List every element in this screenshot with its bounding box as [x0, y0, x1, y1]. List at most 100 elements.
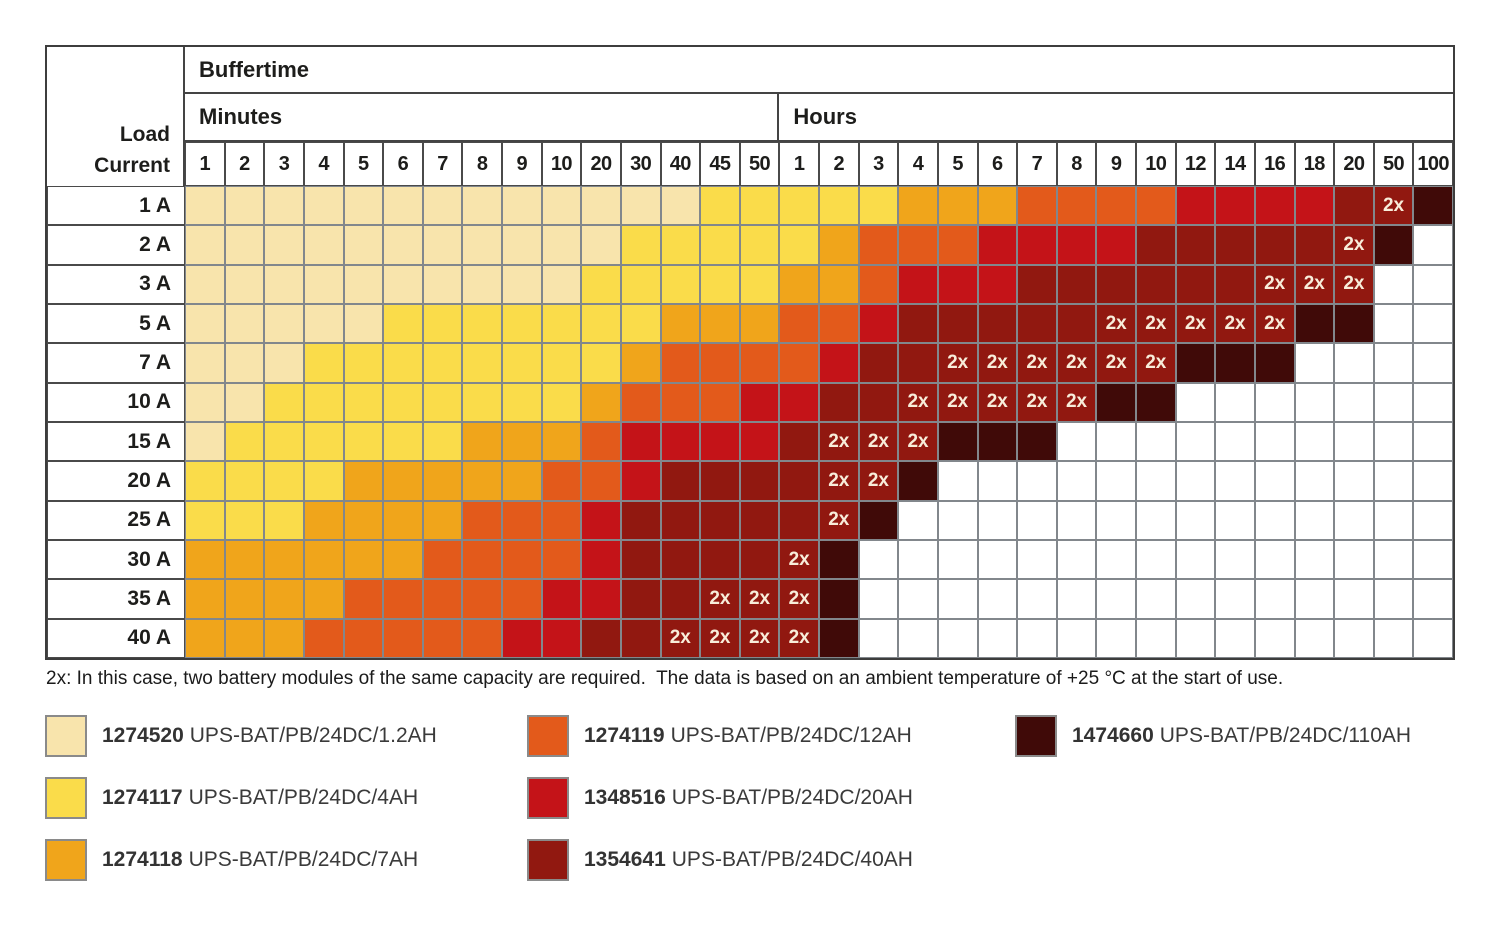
cell-2A-100h	[1413, 225, 1453, 265]
cell-20A-4min	[303, 461, 344, 501]
cell-25A-4h	[898, 500, 938, 540]
cell-10A-50min	[739, 382, 780, 422]
cell-30A-7min	[422, 539, 463, 580]
cell-2A-50h	[1373, 225, 1414, 265]
cell-10A-16h	[1254, 382, 1295, 422]
load-current-line2: Current	[94, 153, 170, 177]
cell-15A-3h: 2x	[858, 421, 899, 462]
cell-7A-7min	[422, 343, 463, 383]
cell-25A-1h	[779, 500, 819, 540]
cell-35A-7min	[422, 579, 463, 619]
cell-7A-6min	[383, 343, 423, 383]
cell-35A-10h	[1136, 579, 1176, 619]
cell-20A-45min	[700, 461, 740, 501]
cell-40A-14h	[1215, 618, 1255, 658]
col-tick-8h: 8	[1056, 142, 1097, 186]
cell-10A-45min	[700, 382, 740, 422]
cell-7A-18h	[1294, 343, 1335, 383]
cell-35A-2h	[819, 579, 859, 619]
cell-25A-100h	[1413, 500, 1453, 540]
cell-7A-1min	[185, 343, 225, 383]
cell-5A-50min	[739, 303, 780, 344]
cell-35A-1h: 2x	[779, 579, 819, 619]
cell-3A-7min	[422, 264, 463, 304]
legend-column-1: 1274520 UPS-BAT/PB/24DC/1.2AH 1274117 UPS-B…	[45, 714, 437, 901]
cell-7A-16h	[1254, 343, 1295, 383]
cell-30A-8min	[462, 539, 502, 580]
cell-2A-8h	[1056, 225, 1097, 265]
cell-15A-7min	[422, 421, 463, 462]
cell-35A-100h	[1413, 579, 1453, 619]
cell-7A-6h: 2x	[977, 343, 1018, 383]
cell-2A-8min	[462, 225, 502, 265]
cell-15A-10min	[541, 421, 582, 462]
cell-35A-20h	[1334, 579, 1374, 619]
cell-30A-10h	[1136, 539, 1176, 580]
cell-25A-7h	[1017, 500, 1057, 540]
cell-15A-1min	[185, 421, 225, 462]
cell-2A-40min	[660, 225, 701, 265]
col-tick-7min: 7	[422, 142, 463, 186]
row-label-30A: 30 A	[47, 539, 185, 580]
cell-20A-12h	[1175, 461, 1216, 501]
cell-2A-5h	[937, 225, 978, 265]
legend-entry-1274119: 1274119 UPS-BAT/PB/24DC/12AH	[527, 714, 913, 757]
cell-1A-45min	[700, 186, 740, 226]
col-tick-6h: 6	[977, 142, 1018, 186]
cell-5A-40min	[660, 303, 701, 344]
cell-3A-4min	[303, 264, 344, 304]
cell-2A-20min	[581, 225, 621, 265]
cell-25A-10min	[541, 500, 582, 540]
cell-7A-50min	[739, 343, 780, 383]
cell-3A-3min	[264, 264, 304, 304]
cell-7A-9h: 2x	[1096, 343, 1136, 383]
cell-20A-10min	[541, 461, 582, 501]
cell-40A-50min: 2x	[739, 618, 780, 658]
cell-10A-20h	[1334, 382, 1374, 422]
col-tick-40min: 40	[660, 142, 701, 186]
cell-10A-9min	[502, 382, 542, 422]
legend-label-1348516: 1348516 UPS-BAT/PB/24DC/20AH	[584, 785, 913, 809]
cell-15A-20h	[1334, 421, 1374, 462]
cell-10A-4min	[303, 382, 344, 422]
cell-20A-50min	[739, 461, 780, 501]
col-tick-50min: 50	[739, 142, 780, 186]
cell-5A-50h	[1373, 303, 1414, 344]
cell-40A-50h	[1373, 618, 1414, 658]
cell-35A-6min	[383, 579, 423, 619]
legend-swatch-1348516	[527, 776, 569, 819]
cell-30A-4h	[898, 539, 938, 580]
cell-5A-45min	[700, 303, 740, 344]
cell-15A-8h	[1056, 421, 1097, 462]
col-tick-5h: 5	[937, 142, 978, 186]
cell-2A-3h	[858, 225, 899, 265]
cell-40A-4h	[898, 618, 938, 658]
cell-3A-30min	[620, 264, 661, 304]
cell-2A-4min	[303, 225, 344, 265]
cell-35A-4min	[303, 579, 344, 619]
cell-25A-3h	[858, 500, 899, 540]
cell-40A-100h	[1413, 618, 1453, 658]
cell-5A-8min	[462, 303, 502, 344]
cell-5A-4min	[303, 303, 344, 344]
cell-7A-3h	[858, 343, 899, 383]
cell-25A-20h	[1334, 500, 1374, 540]
cell-3A-1min	[185, 264, 225, 304]
legend-swatch-1274119	[527, 714, 569, 757]
cell-3A-3h	[858, 264, 899, 304]
cell-15A-8min	[462, 421, 502, 462]
cell-3A-40min	[660, 264, 701, 304]
cell-20A-9h	[1096, 461, 1136, 501]
cell-10A-10h	[1136, 382, 1176, 422]
cell-1A-20h	[1334, 186, 1374, 226]
load-current-line1: Load	[119, 123, 170, 147]
cell-3A-16h: 2x	[1254, 264, 1295, 304]
cell-40A-9h	[1096, 618, 1136, 658]
cell-35A-8h	[1056, 579, 1097, 619]
cell-2A-3min	[264, 225, 304, 265]
cell-15A-4min	[303, 421, 344, 462]
cell-1A-3min	[264, 186, 304, 226]
legend-entry-1354641: 1354641 UPS-BAT/PB/24DC/40AH	[527, 838, 913, 881]
col-tick-3h: 3	[858, 142, 899, 186]
cell-40A-3h	[858, 618, 899, 658]
